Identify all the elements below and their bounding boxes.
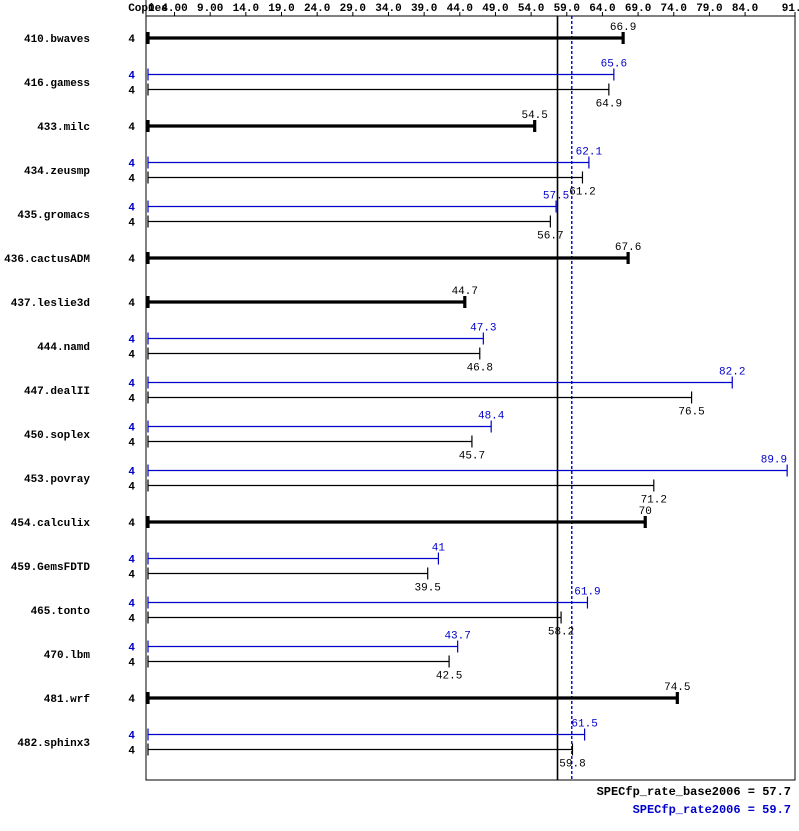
copies-base: 4 xyxy=(128,34,135,46)
benchmark-label: 470.lbm xyxy=(44,650,91,662)
axis-tick-label: 19.0 xyxy=(268,3,294,15)
benchmark-label: 410.bwaves xyxy=(24,34,90,46)
copies-base: 4 xyxy=(128,85,135,97)
benchmark-label: 453.povray xyxy=(24,474,90,486)
copies-base: 4 xyxy=(128,437,135,449)
copies-base: 4 xyxy=(128,745,135,757)
copies-peak: 4 xyxy=(128,423,135,435)
axis-tick-label: 39.0 xyxy=(411,3,437,15)
copies-peak: 4 xyxy=(128,159,135,171)
axis-tick-label: 49.0 xyxy=(482,3,508,15)
base-value: 59.8 xyxy=(559,758,585,770)
benchmark-label: 437.leslie3d xyxy=(11,298,90,310)
copies-peak: 4 xyxy=(128,71,135,83)
benchmark-label: 435.gromacs xyxy=(17,210,90,222)
benchmark-label: 450.soplex xyxy=(24,430,90,442)
peak-value: 41 xyxy=(432,543,446,555)
base-value: 76.5 xyxy=(678,406,704,418)
axis-tick-label: 69.0 xyxy=(625,3,651,15)
benchmark-label: 481.wrf xyxy=(44,694,91,706)
copies-base: 4 xyxy=(128,518,135,530)
copies-base: 4 xyxy=(128,481,135,493)
copies-base: 4 xyxy=(128,349,135,361)
copies-base: 4 xyxy=(128,393,135,405)
peak-value: 57.5 xyxy=(543,191,569,203)
benchmark-label: 433.milc xyxy=(37,122,90,134)
axis-tick-label: 34.0 xyxy=(375,3,401,15)
copies-base: 4 xyxy=(128,657,135,669)
axis-tick-label: 0 xyxy=(148,3,155,15)
copies-base: 4 xyxy=(128,694,135,706)
copies-base: 4 xyxy=(128,613,135,625)
axis-tick-label: 79.0 xyxy=(696,3,722,15)
base-value: 67.6 xyxy=(615,242,641,254)
base-value: 46.8 xyxy=(467,362,493,374)
peak-value: 48.4 xyxy=(478,411,505,423)
base-value: 56.7 xyxy=(537,230,563,242)
copies-peak: 4 xyxy=(128,731,135,743)
spec-rate-chart: Copies04.009.0014.019.024.029.034.039.04… xyxy=(0,0,799,831)
base-value: 70 xyxy=(639,506,652,518)
copies-base: 4 xyxy=(128,569,135,581)
benchmark-label: 444.namd xyxy=(37,342,90,354)
axis-tick-label: 24.0 xyxy=(304,3,330,15)
copies-base: 4 xyxy=(128,173,135,185)
peak-value: 43.7 xyxy=(444,631,470,643)
axis-tick-label: 74.0 xyxy=(661,3,687,15)
footer-base: SPECfp_rate_base2006 = 57.7 xyxy=(597,785,791,799)
benchmark-label: 416.gamess xyxy=(24,78,90,90)
axis-tick-label: 59.0 xyxy=(554,3,580,15)
base-value: 58.2 xyxy=(548,626,574,638)
base-value: 39.5 xyxy=(415,582,441,594)
copies-base: 4 xyxy=(128,122,135,134)
axis-tick-label: 9.00 xyxy=(197,3,223,15)
peak-value: 62.1 xyxy=(576,147,603,159)
axis-tick-label: 91.0 xyxy=(782,3,799,15)
peak-value: 61.9 xyxy=(574,587,600,599)
copies-peak: 4 xyxy=(128,643,135,655)
base-value: 61.2 xyxy=(569,186,595,198)
axis-tick-label: 54.0 xyxy=(518,3,544,15)
base-value: 64.9 xyxy=(596,98,622,110)
benchmark-label: 482.sphinx3 xyxy=(17,738,90,750)
copies-base: 4 xyxy=(128,298,135,310)
axis-tick-label: 29.0 xyxy=(340,3,366,15)
base-value: 66.9 xyxy=(610,22,636,34)
base-value: 44.7 xyxy=(452,286,478,298)
base-value: 74.5 xyxy=(664,682,690,694)
axis-tick-label: 4.00 xyxy=(161,3,187,15)
axis-tick-label: 64.0 xyxy=(589,3,615,15)
peak-value: 47.3 xyxy=(470,323,496,335)
axis-tick-label: 14.0 xyxy=(233,3,259,15)
base-value: 71.2 xyxy=(641,494,667,506)
peak-value: 89.9 xyxy=(761,455,787,467)
axis-tick-label: 44.0 xyxy=(447,3,473,15)
copies-peak: 4 xyxy=(128,203,135,215)
benchmark-label: 434.zeusmp xyxy=(24,166,90,178)
copies-peak: 4 xyxy=(128,599,135,611)
peak-value: 82.2 xyxy=(719,367,745,379)
copies-peak: 4 xyxy=(128,467,135,479)
peak-value: 65.6 xyxy=(601,59,627,71)
copies-peak: 4 xyxy=(128,335,135,347)
base-value: 54.5 xyxy=(521,110,547,122)
copies-peak: 4 xyxy=(128,379,135,391)
benchmark-label: 459.GemsFDTD xyxy=(11,562,91,574)
base-value: 42.5 xyxy=(436,670,462,682)
peak-value: 61.5 xyxy=(571,719,597,731)
footer-peak: SPECfp_rate2006 = 59.7 xyxy=(633,803,791,817)
benchmark-label: 436.cactusADM xyxy=(4,254,90,266)
copies-peak: 4 xyxy=(128,555,135,567)
copies-base: 4 xyxy=(128,254,135,266)
axis-tick-label: 84.0 xyxy=(732,3,758,15)
base-value: 45.7 xyxy=(459,450,485,462)
benchmark-label: 447.dealII xyxy=(24,386,90,398)
benchmark-label: 454.calculix xyxy=(11,518,91,530)
copies-base: 4 xyxy=(128,217,135,229)
benchmark-label: 465.tonto xyxy=(31,606,91,618)
